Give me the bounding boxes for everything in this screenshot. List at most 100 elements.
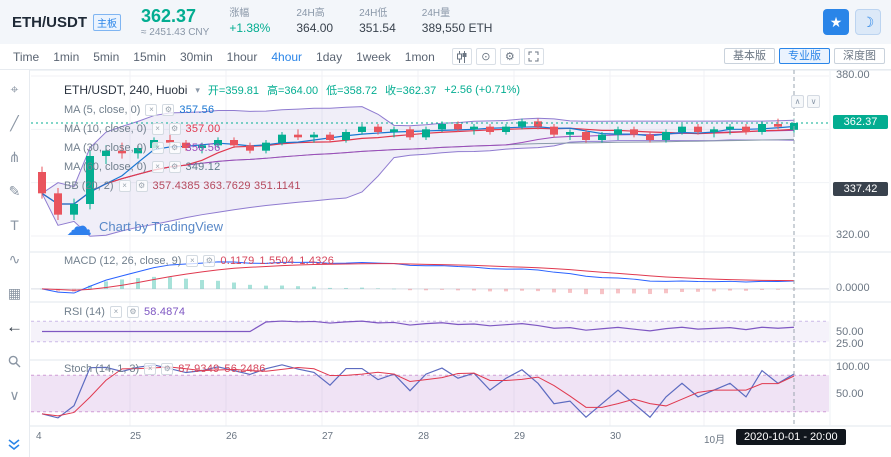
time-label: 25 <box>130 431 142 442</box>
macd-value: 1.5504 <box>259 255 295 267</box>
view-mode-buttons: 基本版 专业版 深度图 <box>720 47 885 64</box>
tradingview-cloud-icon: ☁ <box>66 211 92 241</box>
indicator-label: MA (10, close, 0) <box>64 122 147 135</box>
crosshair-time-tooltip: 2020-10-01 - 20:00 <box>736 429 846 445</box>
moon-icon: ☽ <box>861 13 875 30</box>
price-axis-label: 320.00 <box>836 229 870 241</box>
interval-tab-4hour[interactable]: 4hour <box>271 49 303 64</box>
interval-tab-Time[interactable]: Time <box>13 49 40 64</box>
indicator-values: 356.56 <box>185 141 221 154</box>
indicator-row: MA (60, close, 0) × ⚙ 349.12 <box>64 157 520 176</box>
interval-tab-30min[interactable]: 30min <box>179 49 213 64</box>
close-icon[interactable]: × <box>151 122 164 135</box>
double-chevron-down-icon <box>8 439 20 451</box>
stoch-axis-label: 100.00 <box>836 361 870 373</box>
interval-tab-1day[interactable]: 1day <box>316 49 343 64</box>
pitchfork-icon[interactable]: ⋔ <box>8 148 21 165</box>
mode-button[interactable]: 专业版 <box>779 48 830 64</box>
interval-tab-15min[interactable]: 15min <box>133 49 166 64</box>
indicator-values: 357.00 <box>185 122 221 135</box>
interval-tab-1min[interactable]: 1min <box>53 49 80 64</box>
price-axis-label: 380.00 <box>836 69 870 81</box>
time-label: 29 <box>514 431 526 442</box>
chevron-down-icon: ▾ <box>195 84 200 95</box>
close-icon[interactable]: × <box>145 103 158 116</box>
interval-tab-1mon[interactable]: 1mon <box>404 49 435 64</box>
interval-tab-1hour[interactable]: 1hour <box>226 49 258 64</box>
settings-icon[interactable]: ⚙ <box>203 255 216 267</box>
star-icon: ★ <box>829 13 843 30</box>
mode-button[interactable]: 深度图 <box>834 48 885 64</box>
pattern-icon[interactable]: ∿ <box>8 250 21 267</box>
interval-tabs: Time 1min 5min 15min 30min 1hour 4hour 1day 1wee… <box>6 50 442 64</box>
more-icon[interactable]: ∨ <box>9 386 20 403</box>
last-price: 362.37 <box>141 5 197 26</box>
header-stat: 24H低 351.54 <box>359 8 396 36</box>
theme-toggle-button[interactable]: ☽ <box>855 9 881 35</box>
mode-button[interactable]: 基本版 <box>724 48 775 64</box>
symbol-title[interactable]: ETH/USDT <box>12 13 87 31</box>
interval-tab-1week[interactable]: 1week <box>356 49 391 64</box>
chart-toolbar: Time 1min 5min 15min 30min 1hour 4hour 1day 1wee… <box>0 44 891 70</box>
macd-value: 1.4326 <box>299 255 335 267</box>
close-icon[interactable]: × <box>151 160 164 173</box>
interval-tab-5min[interactable]: 5min <box>93 49 120 64</box>
settings-icon[interactable]: ⚙ <box>168 122 181 135</box>
legend-change: +2.56 (+0.71%) <box>444 84 521 96</box>
indicator-row: BB (20, 2) × ⚙ 357.4385 363.7629 351.1141 <box>64 176 520 195</box>
back-icon[interactable]: ← <box>6 317 23 336</box>
settings-icon[interactable]: ⚙ <box>135 179 148 192</box>
watermark-text: Chart by TradingView <box>99 218 224 234</box>
close-icon[interactable]: × <box>151 141 164 154</box>
stat-value: +1.38% <box>229 20 271 35</box>
stoch-axis-label: 50.00 <box>836 387 864 400</box>
header-stat: 24H量 389,550 ETH <box>422 8 493 36</box>
collapse-panel-button[interactable] <box>5 438 23 457</box>
brush-icon[interactable]: ✎ <box>8 182 21 199</box>
indicator-row: MA (5, close, 0) × ⚙ 357.56 <box>64 100 520 119</box>
indicator-values: 349.12 <box>185 160 221 173</box>
indicator-label: MA (5, close, 0) <box>64 103 141 116</box>
board-badge: 主板 <box>93 13 121 31</box>
zoom-icon[interactable] <box>4 350 26 372</box>
settings-icon[interactable]: ⚙ <box>168 160 181 173</box>
indicator-label: MA (30, close, 0) <box>64 141 147 154</box>
main-legend: ETH/USDT, 240, Huobi ▾ 开=359.81 高=364.00… <box>64 80 520 195</box>
current-price-badge: 362.37 <box>833 115 888 129</box>
fullscreen-icon[interactable] <box>523 48 544 65</box>
legend-low: 低=358.72 <box>326 85 378 97</box>
header-stats: 涨幅 +1.38% 24H高 364.00 24H低 351.54 24H量 389,550 … <box>229 8 492 36</box>
stat-label: 24H低 <box>359 8 388 20</box>
settings-icon[interactable]: ⚙ <box>162 103 175 116</box>
legend-title[interactable]: ETH/USDT, 240, Huobi <box>64 83 188 97</box>
close-icon[interactable]: × <box>144 363 157 375</box>
stat-value: 389,550 ETH <box>421 20 493 35</box>
trend-line-icon[interactable]: ╱ <box>10 114 19 131</box>
components-icon[interactable]: ▦ <box>7 284 22 301</box>
indicators-icon[interactable]: ⊙ <box>475 48 496 65</box>
close-icon[interactable]: × <box>118 179 131 192</box>
settings-icon[interactable]: ⚙ <box>499 48 520 65</box>
crosshair-icon[interactable]: ⌖ <box>10 80 19 97</box>
macd-value: 0.1179 <box>220 255 255 267</box>
candlestick-icon[interactable] <box>451 48 472 65</box>
pane-down-icon[interactable]: ∨ <box>807 95 820 108</box>
close-icon[interactable]: × <box>186 255 199 267</box>
time-label: 26 <box>226 431 238 442</box>
stat-value: 364.00 <box>296 20 334 35</box>
stoch-value: 87.9349 <box>178 363 220 375</box>
text-icon[interactable]: T <box>10 217 19 233</box>
stoch-label: Stoch (14, 1, 3) <box>64 363 140 375</box>
settings-icon[interactable]: ⚙ <box>161 363 174 375</box>
favorite-button[interactable]: ★ <box>823 9 849 35</box>
time-label: 10月 <box>704 435 726 446</box>
close-icon[interactable]: × <box>109 306 122 318</box>
time-label: 27 <box>322 431 334 442</box>
indicator-values: 357.56 <box>179 103 215 116</box>
stat-label: 24H高 <box>296 8 325 20</box>
settings-icon[interactable]: ⚙ <box>168 141 181 154</box>
pane-up-icon[interactable]: ∧ <box>791 95 804 108</box>
indicator-row: MA (10, close, 0) × ⚙ 357.00 <box>64 119 520 138</box>
settings-icon[interactable]: ⚙ <box>126 306 139 318</box>
